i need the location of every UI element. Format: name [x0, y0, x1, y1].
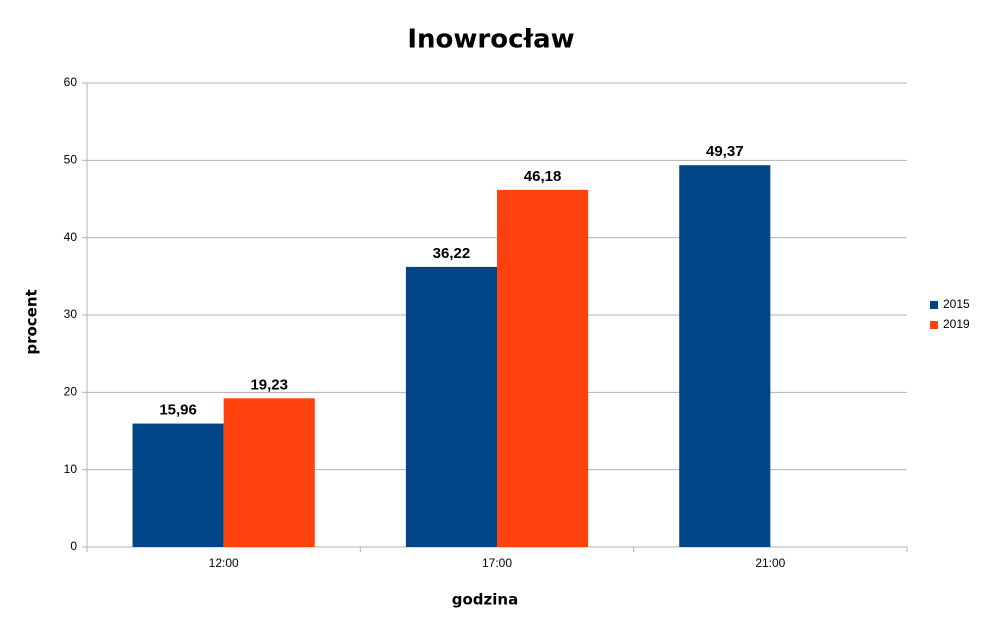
- x-tick-label: 17:00: [482, 556, 512, 570]
- bar: [223, 398, 315, 547]
- chart-title: Inowrocław: [407, 25, 574, 55]
- legend-swatch: [930, 321, 938, 329]
- data-label: 19,23: [250, 376, 288, 393]
- y-tick-label: 30: [64, 307, 78, 321]
- data-label: 15,96: [159, 402, 197, 419]
- y-tick-label: 40: [64, 230, 78, 244]
- y-tick-label: 50: [64, 153, 78, 167]
- bar: [679, 165, 771, 548]
- bar: [132, 423, 224, 547]
- bar: [497, 189, 589, 547]
- x-axis-title: godzina: [452, 591, 518, 609]
- y-tick-label: 0: [70, 539, 77, 553]
- bar: [405, 266, 497, 547]
- y-tick-label: 10: [64, 462, 78, 476]
- legend-label: 2015: [943, 297, 970, 311]
- y-axis-title: procent: [23, 289, 41, 354]
- data-label: 36,22: [433, 245, 471, 262]
- data-label: 49,37: [706, 143, 744, 160]
- data-label: 46,18: [524, 168, 562, 185]
- legend-label: 2019: [943, 317, 970, 331]
- x-tick-label: 12:00: [209, 556, 239, 570]
- legend-swatch: [930, 301, 938, 309]
- y-tick-label: 60: [64, 75, 78, 89]
- x-tick-label: 21:00: [755, 556, 785, 570]
- y-tick-label: 20: [64, 385, 78, 399]
